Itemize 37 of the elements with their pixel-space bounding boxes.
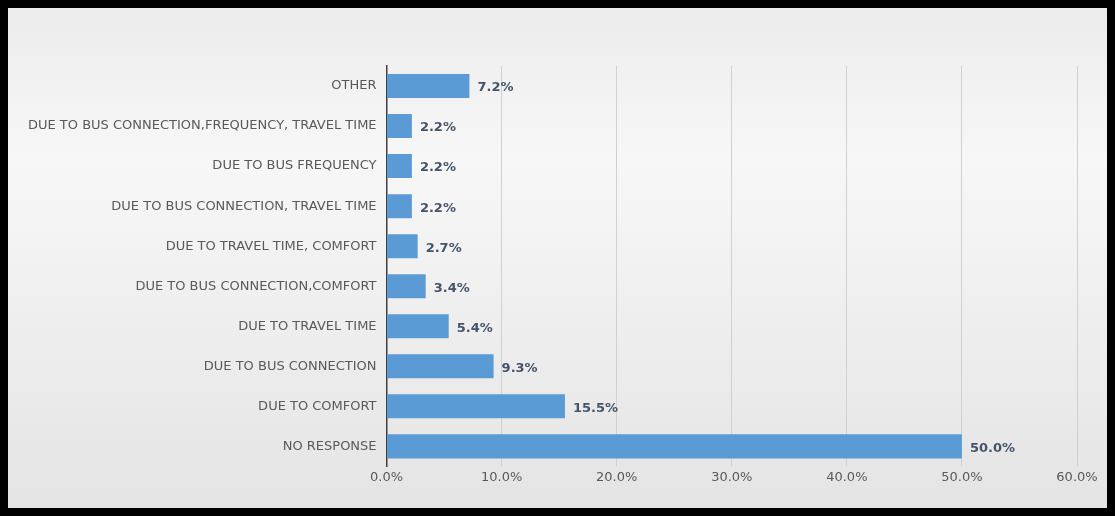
bar xyxy=(387,74,470,99)
bar xyxy=(387,194,412,219)
bar xyxy=(387,394,565,419)
y-tick-label: DUE TO BUS CONNECTION xyxy=(203,357,377,373)
x-tick-label: 20.0% xyxy=(596,468,638,484)
data-label: 3.4% xyxy=(433,279,470,295)
bar xyxy=(387,314,449,339)
data-label: 2.2% xyxy=(419,159,456,175)
y-tick-label: DUE TO BUS CONNECTION,FREQUENCY, TRAVEL TIME xyxy=(27,117,377,133)
y-tick-label: NO RESPONSE xyxy=(282,437,377,453)
data-label: 7.2% xyxy=(477,79,514,95)
data-label: 2.7% xyxy=(425,239,462,255)
y-tick-label: DUE TO BUS CONNECTION, TRAVEL TIME xyxy=(111,197,377,213)
bar xyxy=(387,114,412,139)
bar xyxy=(387,154,412,179)
data-label: 9.3% xyxy=(501,359,538,375)
x-tick-label: 10.0% xyxy=(480,468,523,484)
y-tick-label: DUE TO COMFORT xyxy=(258,397,377,413)
y-tick-label: DUE TO TRAVEL TIME, COMFORT xyxy=(165,237,377,253)
x-tick-label: 50.0% xyxy=(941,468,983,484)
y-tick-label: DUE TO BUS FREQUENCY xyxy=(212,157,377,173)
y-tick-label: OTHER xyxy=(331,77,377,93)
data-label: 2.2% xyxy=(419,199,456,215)
x-tick-label: 0.0% xyxy=(370,468,404,484)
bar xyxy=(387,234,418,259)
y-tick-label: DUE TO BUS CONNECTION,COMFORT xyxy=(135,277,377,293)
bar xyxy=(387,354,494,379)
x-tick-label: 30.0% xyxy=(711,468,753,484)
bar xyxy=(387,274,426,299)
data-label: 50.0% xyxy=(969,439,1016,455)
bar xyxy=(387,434,962,459)
x-tick-label: 40.0% xyxy=(826,468,868,484)
x-tick-label: 60.0% xyxy=(1056,468,1098,484)
data-label: 15.5% xyxy=(572,399,619,415)
data-label: 2.2% xyxy=(419,119,456,135)
data-label: 5.4% xyxy=(456,319,493,335)
y-tick-label: DUE TO TRAVEL TIME xyxy=(238,317,377,333)
